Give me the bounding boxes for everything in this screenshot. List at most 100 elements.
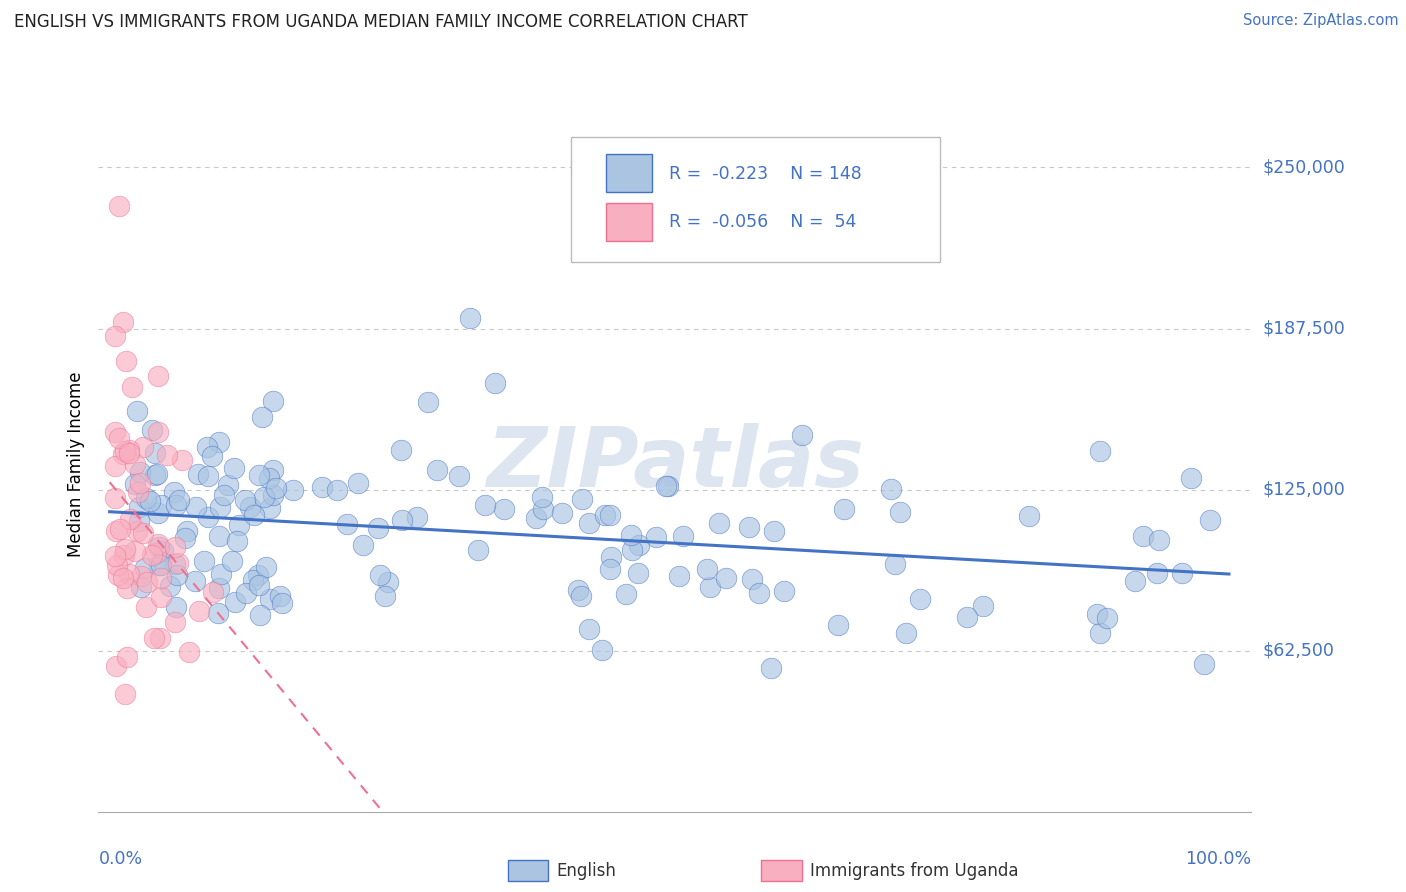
- Point: [418, 395, 440, 409]
- Point: [177, 645, 200, 659]
- Point: [104, 458, 127, 473]
- Point: [908, 591, 931, 606]
- Point: [159, 579, 181, 593]
- Point: [264, 481, 287, 495]
- Point: [259, 592, 281, 607]
- Point: [832, 502, 855, 516]
- Point: [208, 581, 231, 595]
- Point: [129, 569, 152, 583]
- Point: [737, 520, 759, 534]
- Point: [125, 404, 148, 418]
- Point: [894, 625, 917, 640]
- Bar: [508, 861, 548, 881]
- Point: [1180, 470, 1202, 484]
- Point: [112, 315, 135, 329]
- Point: [145, 546, 167, 560]
- Point: [135, 491, 157, 505]
- Point: [127, 484, 149, 499]
- Point: [235, 586, 257, 600]
- Point: [1085, 607, 1108, 621]
- Point: [1095, 610, 1118, 624]
- Point: [239, 500, 262, 514]
- Point: [578, 622, 600, 636]
- Point: [104, 524, 127, 538]
- Point: [880, 482, 903, 496]
- Point: [1088, 443, 1111, 458]
- Point: [104, 491, 127, 506]
- Point: [112, 447, 135, 461]
- Point: [884, 557, 907, 571]
- Point: [262, 463, 284, 477]
- Point: [593, 508, 616, 522]
- Point: [143, 468, 166, 483]
- Point: [197, 510, 219, 524]
- Point: [148, 540, 170, 554]
- Point: [889, 505, 911, 519]
- Point: [134, 561, 156, 575]
- Point: [146, 467, 169, 481]
- Point: [741, 572, 763, 586]
- Point: [115, 353, 138, 368]
- Point: [627, 538, 650, 552]
- Point: [759, 661, 782, 675]
- Point: [773, 584, 796, 599]
- Point: [224, 595, 246, 609]
- Point: [599, 549, 621, 564]
- Point: [105, 558, 128, 572]
- Point: [827, 618, 849, 632]
- Point: [209, 500, 232, 514]
- Point: [114, 687, 136, 701]
- Point: [127, 524, 149, 539]
- Point: [524, 511, 547, 525]
- Point: [149, 590, 172, 604]
- Point: [367, 520, 389, 534]
- Point: [1125, 574, 1147, 588]
- Point: [128, 515, 150, 529]
- Point: [131, 580, 153, 594]
- Point: [163, 485, 186, 500]
- Point: [262, 488, 284, 502]
- Text: $250,000: $250,000: [1263, 159, 1346, 177]
- Point: [531, 490, 554, 504]
- Point: [156, 448, 179, 462]
- Point: [143, 631, 166, 645]
- Point: [221, 554, 243, 568]
- Point: [139, 494, 162, 508]
- Point: [208, 435, 231, 450]
- Point: [571, 491, 593, 506]
- Point: [696, 562, 718, 576]
- Point: [599, 508, 621, 522]
- Point: [391, 513, 413, 527]
- Point: [195, 440, 218, 454]
- Bar: [606, 202, 652, 241]
- Point: [165, 540, 187, 554]
- Point: [254, 560, 277, 574]
- Point: [247, 568, 270, 582]
- Point: [467, 543, 489, 558]
- Point: [1170, 566, 1192, 581]
- Point: [1088, 626, 1111, 640]
- Point: [184, 574, 207, 588]
- Point: [217, 478, 239, 492]
- Point: [188, 604, 211, 618]
- Point: [202, 585, 225, 599]
- Point: [148, 369, 170, 384]
- Point: [368, 567, 391, 582]
- Text: R =  -0.056    N =  54: R = -0.056 N = 54: [669, 213, 856, 231]
- Point: [614, 587, 637, 601]
- Point: [187, 467, 209, 482]
- Point: [226, 533, 249, 548]
- Bar: [762, 861, 801, 881]
- Point: [165, 498, 187, 512]
- Point: [174, 531, 197, 545]
- Point: [104, 549, 127, 563]
- Point: [645, 530, 668, 544]
- Point: [406, 510, 429, 524]
- Point: [228, 517, 250, 532]
- Point: [176, 524, 198, 538]
- Point: [166, 567, 188, 582]
- Point: [193, 554, 215, 568]
- Point: [790, 428, 813, 442]
- Text: R =  -0.223    N = 148: R = -0.223 N = 148: [669, 165, 862, 183]
- Text: Immigrants from Uganda: Immigrants from Uganda: [810, 862, 1018, 880]
